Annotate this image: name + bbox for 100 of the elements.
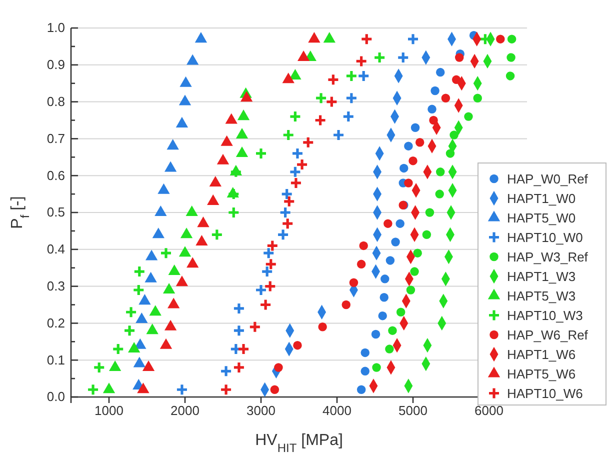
point: [425, 208, 434, 217]
point: [282, 195, 296, 208]
point: [356, 260, 366, 269]
point: [396, 308, 406, 316]
point: [496, 34, 505, 44]
point: [276, 228, 290, 241]
point: [260, 265, 274, 278]
point: [506, 72, 515, 80]
point: [373, 51, 386, 64]
point: [296, 158, 308, 171]
y-tick-label: 0.3: [46, 278, 65, 294]
legend-label: HAPT5_W0: [507, 210, 576, 226]
point: [372, 363, 381, 372]
point: [386, 256, 395, 265]
point: [356, 385, 366, 394]
point: [86, 383, 100, 396]
legend-label: HAPT10_W3: [507, 308, 583, 323]
point: [123, 324, 136, 337]
point: [326, 73, 340, 86]
point: [396, 219, 404, 228]
point: [248, 320, 262, 334]
point: [359, 241, 368, 250]
point: [230, 166, 242, 178]
point: [325, 96, 338, 108]
point: [410, 267, 419, 276]
legend-label: HAPT1_W6: [507, 346, 576, 362]
point: [291, 147, 304, 160]
y-tick-label: 0.1: [46, 352, 65, 368]
point: [308, 32, 320, 43]
point: [506, 53, 516, 62]
point: [178, 246, 192, 257]
point: [232, 302, 246, 315]
point: [410, 123, 420, 132]
point: [254, 284, 268, 296]
point: [430, 86, 440, 96]
point: [360, 32, 373, 46]
point: [323, 32, 336, 43]
point: [132, 284, 145, 296]
point: [473, 94, 482, 102]
x-tick-label: 2000: [170, 403, 200, 418]
point: [282, 72, 294, 84]
point: [380, 274, 390, 284]
point: [413, 248, 422, 258]
point: [254, 147, 268, 160]
point: [196, 235, 208, 246]
y-tick-label: 0.6: [46, 168, 65, 183]
legend-label: HAP_W3_Ref: [507, 249, 588, 264]
point: [227, 188, 240, 200]
point: [138, 294, 151, 305]
point: [281, 217, 294, 230]
legend-label: HAP_W0_Ref: [507, 171, 588, 186]
point: [314, 92, 328, 104]
point: [176, 383, 188, 396]
point: [342, 110, 355, 123]
point: [436, 68, 445, 77]
point: [133, 265, 146, 278]
legend-label: HAPT5_W3: [507, 288, 576, 304]
point: [259, 298, 272, 312]
point: [264, 258, 278, 270]
y-tick-label: 0.2: [46, 315, 65, 330]
point: [357, 70, 370, 82]
point: [137, 382, 150, 394]
y-tick-label: 0.5: [46, 204, 65, 220]
point: [197, 216, 210, 228]
x-tick-label: 1000: [94, 403, 124, 418]
point: [314, 114, 327, 127]
point: [435, 190, 444, 198]
point: [384, 219, 392, 228]
x-tick-label: 6000: [474, 403, 504, 418]
y-tick-label: 0.9: [46, 57, 65, 72]
point: [166, 139, 179, 150]
legend-label: HAPT1_W0: [507, 190, 576, 206]
point: [270, 385, 280, 394]
point: [441, 94, 450, 102]
point: [290, 176, 302, 190]
x-tick-label: 5000: [398, 403, 428, 418]
point: [262, 246, 275, 260]
point: [360, 348, 370, 358]
point: [345, 70, 358, 82]
point: [264, 280, 276, 293]
point: [194, 32, 208, 43]
x-axis-title: HV$_{HIT}$ [MPa]: [255, 432, 343, 455]
y-tick-label: 0.8: [46, 94, 65, 109]
point: [464, 112, 473, 121]
point: [232, 361, 246, 374]
point: [345, 92, 358, 104]
point: [396, 51, 410, 64]
point: [168, 264, 180, 276]
point: [378, 311, 387, 320]
point: [128, 342, 140, 353]
x-tick-label: 4000: [322, 403, 352, 418]
point: [237, 110, 250, 120]
point: [436, 168, 445, 176]
point: [293, 340, 302, 350]
point: [282, 128, 295, 142]
point: [355, 54, 368, 68]
point: [406, 32, 420, 46]
point: [391, 238, 400, 246]
point: [388, 326, 397, 335]
point: [164, 161, 177, 172]
